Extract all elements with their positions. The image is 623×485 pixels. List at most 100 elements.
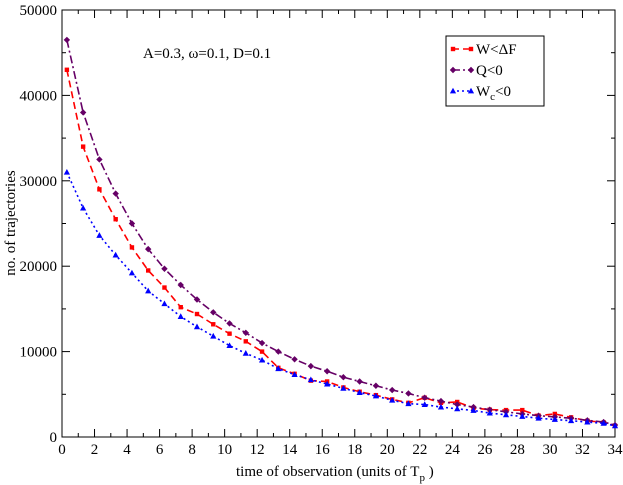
data-point — [421, 401, 428, 407]
x-tick-label: 16 — [315, 442, 331, 458]
data-point — [146, 268, 151, 273]
data-point — [226, 320, 233, 327]
data-point — [96, 232, 103, 238]
data-point — [193, 296, 201, 303]
x-tick-label: 20 — [380, 442, 395, 458]
data-point — [112, 190, 119, 197]
data-point — [97, 187, 102, 192]
data-point — [227, 331, 232, 336]
x-tick-label: 4 — [123, 442, 131, 458]
series-3 — [63, 168, 619, 429]
x-tick-label: 0 — [58, 442, 66, 458]
data-point — [388, 386, 396, 394]
data-point — [421, 394, 428, 401]
data-point — [258, 356, 266, 363]
data-point — [340, 385, 347, 391]
data-point — [63, 36, 71, 44]
data-point — [584, 418, 591, 425]
data-point — [307, 362, 315, 370]
data-point — [275, 348, 282, 355]
legend-swatch-marker — [449, 87, 457, 94]
legend-swatch-marker — [449, 66, 457, 74]
data-point — [340, 374, 347, 381]
legend-label-main: Q<0 — [476, 63, 503, 79]
x-tick-label: 18 — [347, 442, 362, 458]
x-axis-title-main: time of observation (units of T — [236, 464, 419, 480]
legend: W<ΔF Q<0 Wc<0 — [445, 35, 545, 107]
data-point — [211, 322, 216, 327]
data-point — [611, 422, 619, 429]
data-point — [145, 245, 152, 253]
legend-label: W<ΔF — [476, 42, 517, 58]
data-point — [470, 407, 477, 413]
legend-swatch-marker — [450, 46, 456, 52]
data-point — [454, 401, 461, 408]
data-point — [275, 365, 282, 372]
x-tick-label: 32 — [575, 442, 590, 458]
x-tick-label: 6 — [156, 442, 164, 458]
data-point — [80, 204, 87, 211]
data-point — [96, 156, 103, 163]
x-tick-label: 2 — [91, 442, 99, 458]
x-tick-label: 8 — [188, 442, 196, 458]
data-point — [307, 376, 314, 383]
data-point — [112, 251, 119, 258]
series-group — [63, 36, 619, 429]
x-tick-label: 28 — [510, 442, 525, 458]
legend-swatch-marker — [468, 46, 474, 52]
data-point — [454, 405, 461, 412]
data-point — [486, 409, 493, 416]
axis-ticks: 0 2 4 6 8 10 12 14 16 18 20 22 24 26 28 30 32 34010000200… — [20, 3, 623, 458]
data-point — [129, 245, 135, 250]
data-point — [372, 392, 380, 399]
x-tick-label: 24 — [445, 442, 461, 458]
data-point — [437, 403, 445, 410]
data-point — [79, 109, 87, 116]
data-point — [128, 269, 136, 276]
data-point — [551, 416, 558, 422]
data-point — [80, 144, 86, 149]
series-2 — [63, 36, 619, 429]
data-point — [226, 342, 233, 349]
data-point — [161, 300, 168, 307]
data-point — [128, 220, 136, 227]
data-point — [178, 304, 183, 310]
x-tick-label: 22 — [412, 442, 427, 458]
data-point — [356, 389, 363, 395]
legend-label-sub: c — [490, 91, 495, 103]
data-point — [177, 281, 184, 289]
data-point — [210, 309, 217, 316]
data-point — [486, 406, 493, 413]
legend-box — [445, 35, 545, 107]
x-tick-label: 30 — [542, 442, 557, 458]
data-point — [242, 350, 249, 356]
data-point — [519, 413, 526, 419]
x-tick-label: 10 — [217, 442, 232, 458]
data-point — [258, 339, 266, 347]
data-point — [372, 382, 380, 389]
data-point — [193, 323, 201, 330]
data-point — [567, 417, 575, 424]
y-tick-label: 10000 — [20, 345, 58, 361]
data-point — [162, 285, 167, 290]
data-point — [520, 407, 525, 413]
y-tick-label: 40000 — [20, 88, 58, 104]
legend-label: Wc<0 — [476, 84, 511, 103]
legend-label: Q<0 — [476, 63, 503, 79]
data-point — [389, 396, 396, 403]
data-point — [356, 378, 363, 385]
x-tick-label: 14 — [282, 442, 298, 458]
data-point — [291, 356, 298, 363]
data-point — [470, 403, 477, 411]
data-point — [113, 217, 118, 222]
data-point — [324, 380, 331, 387]
data-point — [243, 339, 248, 344]
legend-swatch-marker — [467, 66, 475, 74]
data-point — [600, 420, 607, 426]
y-tick-label: 0 — [50, 430, 58, 446]
data-point — [291, 371, 298, 378]
legend-label-main: W<ΔF — [476, 42, 517, 58]
series-line — [66, 171, 616, 427]
data-point — [242, 329, 249, 337]
